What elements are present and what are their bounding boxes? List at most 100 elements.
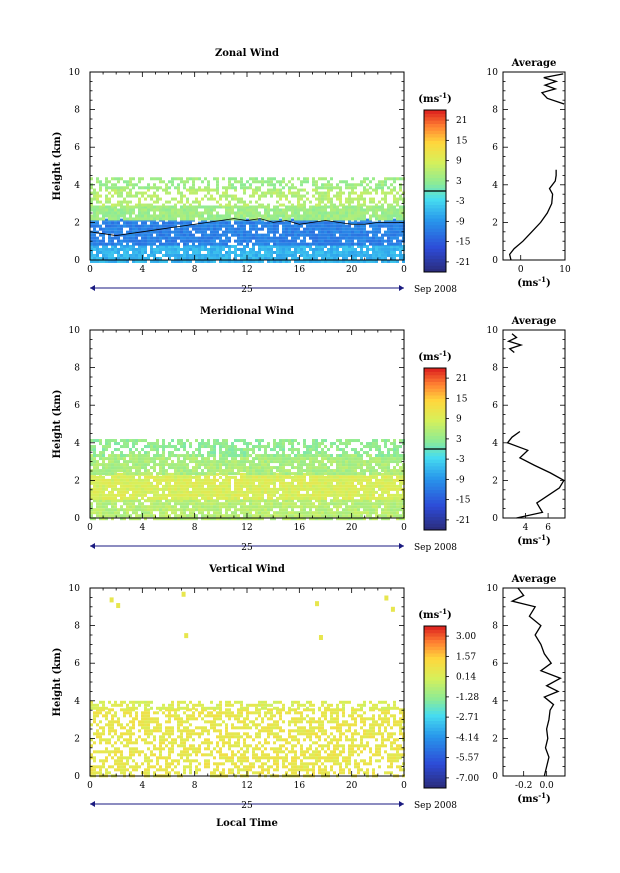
colorbar-bin	[424, 666, 446, 671]
colorbar-bin	[424, 683, 446, 688]
y-tick-label: 2	[74, 734, 80, 744]
colorbar-bin	[424, 754, 446, 759]
colorbar-bin	[424, 659, 446, 664]
x-tick-label: 0	[401, 523, 407, 533]
y-tick-label: 4	[74, 697, 80, 707]
heatmap-field	[90, 591, 405, 778]
colorbar-bin	[424, 378, 446, 382]
x-tick-label: 12	[241, 781, 252, 791]
colorbar-bin	[424, 258, 446, 263]
profile-y-tick-label: 0	[492, 772, 498, 782]
x-tick-label: 8	[192, 265, 198, 275]
profile-frame	[502, 71, 566, 261]
colorbar-bin	[424, 629, 446, 634]
colorbar-bin	[424, 442, 446, 447]
x-tick-label: 8	[192, 523, 198, 533]
colorbar-tick-label: -3	[456, 197, 465, 207]
date-bar-left-arrow	[90, 801, 95, 807]
panel-title: Meridional Wind	[200, 306, 294, 317]
profile-x-label: (ms-1)	[517, 533, 550, 547]
speck	[315, 601, 320, 607]
colorbar-bin	[424, 632, 446, 637]
x-tick-label: 4	[139, 265, 145, 275]
colorbar-bin	[424, 150, 446, 155]
colorbar-bin	[424, 636, 446, 640]
colorbar-unit: (ms-1)	[418, 607, 451, 621]
colorbar-bin	[424, 663, 446, 667]
colorbar-bin	[424, 116, 446, 121]
profile-y-tick-label: 6	[492, 401, 498, 411]
colorbar-bin	[424, 395, 446, 399]
colorbar-bin	[424, 191, 446, 195]
profile-y-tick-label: 10	[487, 326, 499, 336]
colorbar-bin	[424, 238, 446, 243]
colorbar-bin	[424, 241, 446, 246]
colorbar-bin	[424, 740, 446, 745]
colorbar-bin	[424, 653, 446, 657]
profile-line-upper	[540, 73, 565, 105]
profile-x-tick-label: -0.2	[515, 781, 532, 791]
x-tick-label: 0	[401, 781, 407, 791]
colorbar-frame	[423, 625, 447, 789]
colorbar-bin	[424, 388, 446, 393]
x-tick-label: 4	[139, 523, 145, 533]
colorbar-bin	[424, 649, 446, 654]
colorbar-bin	[424, 509, 446, 514]
colorbar-bin	[424, 157, 446, 162]
colorbar-bin	[424, 516, 446, 521]
colorbar-bin	[424, 137, 446, 141]
colorbar-tick-label: 0.14	[456, 673, 476, 683]
profile-y-tick-label: 0	[492, 256, 498, 266]
y-tick-label: 2	[74, 218, 80, 228]
colorbar-bin	[424, 703, 446, 708]
colorbar-bin	[424, 211, 446, 216]
colorbar-bin	[424, 245, 446, 249]
colorbar-bin	[424, 482, 446, 487]
profile-x-tick-label: 0.0	[539, 781, 554, 791]
date-label: 25	[241, 285, 253, 295]
colorbar-tick-label: 3	[456, 435, 462, 445]
profile-y-tick-label: 4	[492, 181, 498, 191]
colorbar-bin	[424, 737, 446, 742]
colorbar-bin	[424, 526, 446, 531]
colorbar-tick-label: -21	[456, 258, 471, 268]
speck	[184, 633, 189, 639]
colorbar-bin	[424, 774, 446, 779]
colorbar-bin	[424, 496, 446, 501]
profile-x-tick-label: 0	[518, 265, 524, 275]
date-suffix: Sep 2008	[414, 801, 457, 811]
colorbar-bin	[424, 513, 446, 517]
colorbar-bin	[424, 469, 446, 474]
colorbar-bin	[424, 174, 446, 178]
profile-y-tick-label: 8	[492, 106, 498, 116]
x-axis-label: Local Time	[216, 818, 278, 829]
x-tick-label: 12	[241, 523, 252, 533]
colorbar-tick-label: -15	[456, 238, 471, 248]
colorbar-bin	[424, 747, 446, 752]
colorbar-bin	[424, 184, 446, 189]
profile-y-tick-label: 8	[492, 364, 498, 374]
colorbar-bin	[424, 656, 446, 661]
colorbar-bin	[424, 734, 446, 738]
date-bar-left-arrow	[90, 285, 95, 291]
date-bar-right-arrow	[399, 285, 404, 291]
colorbar-bin	[424, 221, 446, 226]
colorbar-bin	[424, 690, 446, 694]
colorbar-bin	[424, 750, 446, 755]
profile-x-tick-label: 10	[559, 265, 571, 275]
profile-y-tick-label: 10	[487, 68, 499, 78]
colorbar-bin	[424, 757, 446, 762]
colorbar-bin	[424, 680, 446, 684]
colorbar-bin	[424, 231, 446, 236]
colorbar-bin	[424, 445, 446, 450]
colorbar-bin	[424, 486, 446, 490]
colorbar-bin	[424, 261, 446, 266]
colorbar-bin	[424, 415, 446, 420]
colorbar-tick-label: -21	[456, 516, 471, 526]
colorbar-bin	[424, 177, 446, 182]
date-bar-right-arrow	[399, 543, 404, 549]
profile-y-tick-label: 6	[492, 659, 498, 669]
